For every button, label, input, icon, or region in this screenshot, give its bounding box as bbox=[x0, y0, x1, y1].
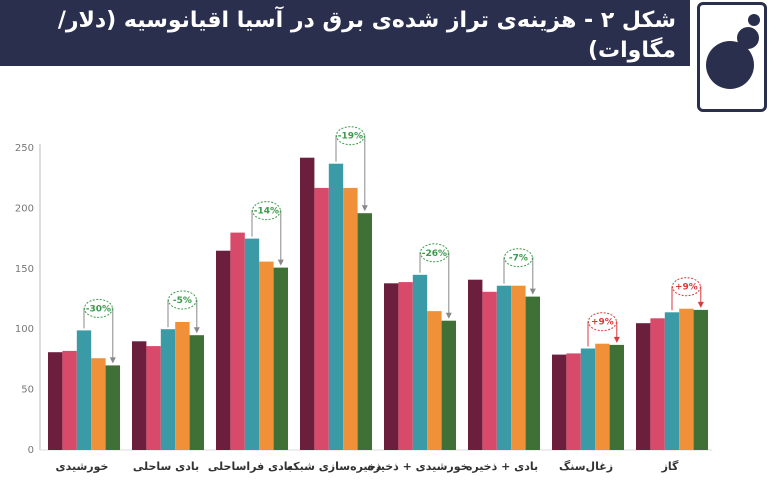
change-bubble bbox=[587, 312, 617, 332]
change-arrow-head bbox=[193, 327, 200, 334]
change-bubble bbox=[83, 298, 113, 318]
y-tick-label: 50 bbox=[21, 385, 34, 396]
bar bbox=[216, 250, 231, 450]
bar bbox=[146, 346, 161, 450]
y-tick-label: 200 bbox=[15, 203, 34, 214]
bar-chart: 0 50 100 150 200 250 -30% -5% -14% -19% -26% -7% +9… bbox=[15, 126, 712, 473]
bar bbox=[482, 291, 497, 450]
change-bubble bbox=[503, 248, 533, 268]
y-tick-label: 0 bbox=[28, 445, 34, 456]
category-label: زغال‌سنگ bbox=[559, 459, 613, 473]
y-tick-label: 100 bbox=[15, 324, 34, 335]
change-label: -30% bbox=[86, 304, 111, 314]
bar bbox=[384, 283, 399, 450]
category-labels: خورشیدی بادی ساحلی بادی فراساحلیذخیره‌سازی… bbox=[56, 459, 679, 473]
bar bbox=[636, 323, 651, 450]
category-label: ذخیره‌سازی شبکه bbox=[287, 460, 382, 473]
bar bbox=[441, 320, 456, 450]
bar bbox=[244, 238, 260, 450]
bar bbox=[62, 350, 77, 450]
bar bbox=[580, 348, 596, 450]
category-label: خورشیدی bbox=[56, 460, 109, 473]
change-arrow-head bbox=[529, 288, 536, 295]
bar bbox=[468, 279, 483, 450]
change-label: -7% bbox=[509, 254, 528, 264]
bar bbox=[566, 353, 581, 450]
bar bbox=[314, 187, 329, 450]
change-arrow-head bbox=[361, 205, 368, 212]
change-arrow-head bbox=[277, 259, 284, 266]
category-label: بادی فراساحلی bbox=[208, 460, 292, 473]
change-arrow-head bbox=[109, 357, 116, 364]
change-arrow-head bbox=[445, 312, 452, 319]
bar bbox=[664, 312, 680, 450]
bar bbox=[328, 163, 344, 450]
bar bbox=[273, 267, 288, 450]
change-annotations: -30% -5% -14% -19% -26% -7% +9% +9% bbox=[83, 126, 704, 364]
change-label: -5% bbox=[173, 296, 192, 306]
header-banner: شکل ۲ - هزینه‌ی تراز شده‌ی برق در آسیا ا… bbox=[0, 0, 690, 66]
category-label: بادی + ذخیره bbox=[466, 460, 538, 473]
category-label: گاز bbox=[661, 460, 679, 473]
bar bbox=[300, 157, 315, 450]
bar bbox=[189, 335, 204, 450]
bar bbox=[679, 308, 694, 450]
y-tick-label: 250 bbox=[15, 143, 34, 154]
logo-circles-icon bbox=[706, 14, 760, 89]
page-title: شکل ۲ - هزینه‌ی تراز شده‌ی برق در آسیا ا… bbox=[57, 8, 676, 63]
bar bbox=[511, 285, 526, 450]
change-arrow-head bbox=[613, 336, 620, 343]
bar bbox=[525, 296, 540, 450]
bar bbox=[259, 261, 274, 450]
change-bubble bbox=[335, 126, 365, 146]
bar bbox=[398, 282, 413, 450]
category-label: خورشیدی + ذخیره bbox=[367, 460, 468, 473]
change-bubble bbox=[251, 201, 281, 221]
bar bbox=[343, 187, 358, 450]
bar bbox=[357, 213, 372, 450]
bar bbox=[160, 329, 176, 450]
bar bbox=[650, 318, 665, 450]
y-tick-label: 150 bbox=[15, 264, 34, 275]
bar bbox=[105, 365, 120, 450]
bar bbox=[48, 352, 63, 450]
bar bbox=[175, 322, 190, 450]
bar bbox=[76, 330, 92, 450]
bar bbox=[693, 309, 708, 450]
bar bbox=[412, 274, 428, 450]
change-label: -19% bbox=[338, 132, 363, 142]
bar bbox=[230, 232, 245, 450]
bar bbox=[496, 285, 512, 450]
change-bubble bbox=[419, 243, 449, 263]
logo bbox=[697, 2, 767, 112]
change-label: -14% bbox=[254, 207, 279, 217]
change-label: -26% bbox=[422, 249, 447, 259]
category-label: بادی ساحلی bbox=[133, 460, 199, 473]
change-label: +9% bbox=[675, 283, 698, 293]
bar bbox=[427, 311, 442, 450]
bar bbox=[132, 341, 147, 450]
bar bbox=[91, 358, 106, 450]
bar bbox=[552, 354, 567, 450]
change-arrow-head bbox=[697, 301, 704, 308]
change-bubble bbox=[671, 277, 701, 297]
bar bbox=[609, 344, 624, 450]
bar bbox=[595, 343, 610, 450]
change-label: +9% bbox=[591, 318, 614, 328]
change-bubble bbox=[167, 290, 197, 310]
bars bbox=[48, 157, 708, 450]
